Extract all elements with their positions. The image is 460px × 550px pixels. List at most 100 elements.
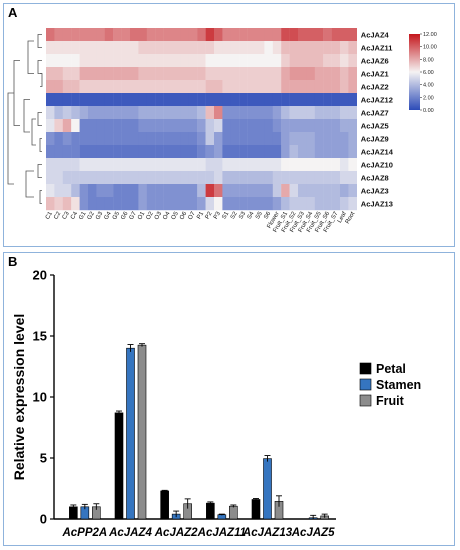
heatmap-cell — [306, 67, 315, 81]
heatmap-cell — [62, 184, 72, 198]
heatmap-cell — [79, 132, 89, 146]
heatmap-cell — [281, 197, 290, 211]
heatmap-cell — [197, 67, 206, 81]
heatmap-cell — [104, 171, 114, 185]
heatmap-cell — [205, 119, 215, 133]
bar-petal — [206, 502, 215, 520]
heatmap-cell — [121, 132, 131, 146]
heatmap-cell — [172, 54, 181, 68]
heatmap-cell — [314, 145, 324, 159]
heatmap-cell — [331, 171, 341, 185]
heatmap-cell — [138, 54, 147, 68]
legend-swatch-petal — [359, 362, 372, 375]
dendrogram-branch — [39, 190, 42, 204]
heatmap-cell — [138, 171, 147, 185]
heatmap-cell — [155, 106, 164, 120]
heatmap-cell — [197, 158, 206, 172]
heatmap-cell — [230, 184, 240, 198]
heatmap-cell — [264, 158, 273, 172]
heatmap-cell — [331, 119, 341, 133]
heatmap-cell — [222, 106, 231, 120]
heatmap-cell — [172, 171, 181, 185]
heatmap-cell — [298, 93, 307, 107]
heatmap-cell — [239, 93, 248, 107]
heatmap-cell — [46, 145, 55, 159]
heatmap-cell — [289, 184, 299, 198]
heatmap-cell — [348, 67, 357, 81]
heatmap-cell — [289, 67, 299, 81]
heatmap-cell — [197, 145, 206, 159]
heatmap-cell — [340, 132, 349, 146]
heatmap-cell — [289, 93, 299, 107]
heatmap-cell — [71, 145, 80, 159]
heatmap-cell — [264, 28, 273, 42]
heatmap-cell — [188, 158, 198, 172]
heatmap-cell — [222, 54, 231, 68]
heatmap-cell — [113, 80, 122, 94]
heatmap-cell — [130, 67, 139, 81]
heatmap-cell — [172, 93, 181, 107]
panel-a-heatmap: A AcJAZ4 AcJAZ11 AcJAZ6 AcJAZ1 AcJAZ2 AcJAZ12… — [3, 3, 455, 247]
heatmap-cell — [306, 184, 315, 198]
heatmap-cell — [264, 145, 273, 159]
heatmap-cell — [340, 80, 349, 94]
heatmap-cell — [323, 145, 332, 159]
heatmap-cell — [289, 28, 299, 42]
dendrogram-branch — [37, 60, 42, 74]
heatmap-cell — [289, 41, 299, 55]
heatmap-cell — [138, 197, 147, 211]
heatmap-cell — [62, 41, 72, 55]
heatmap-cell — [272, 41, 282, 55]
heatmap-cell — [79, 145, 89, 159]
heatmap-cell — [340, 158, 349, 172]
heatmap-cell — [180, 197, 189, 211]
heatmap-cell — [138, 184, 147, 198]
heatmap-cell — [104, 93, 114, 107]
heatmap-cell — [54, 119, 63, 133]
heatmap-cell — [188, 106, 198, 120]
heatmap-cell — [146, 80, 156, 94]
heatmap-cell — [264, 54, 273, 68]
heatmap-cell — [239, 171, 248, 185]
heatmap-cell — [348, 106, 357, 120]
heatmap-cell — [314, 28, 324, 42]
heatmap-cell — [323, 106, 332, 120]
heatmap-cell — [264, 80, 273, 94]
heatmap-cell — [289, 54, 299, 68]
heatmap-cell — [281, 80, 290, 94]
heatmap-cell — [62, 67, 72, 81]
heatmap-cell — [256, 145, 265, 159]
heatmap-cell — [348, 197, 357, 211]
heatmap-cell — [138, 158, 147, 172]
heatmap-cell — [340, 106, 349, 120]
heatmap-cell — [222, 93, 231, 107]
heatmap-cell — [155, 184, 164, 198]
heatmap-cell — [46, 132, 55, 146]
heatmap-cell — [298, 80, 307, 94]
heatmap-cell — [121, 54, 131, 68]
heatmap-cell — [331, 106, 341, 120]
heatmap-cell — [138, 119, 147, 133]
heatmap-cell — [104, 41, 114, 55]
heatmap-cell — [180, 132, 189, 146]
heatmap-cell — [121, 184, 131, 198]
heatmap-cell — [130, 158, 139, 172]
heatmap-column-label: O5 — [171, 210, 181, 221]
heatmap-column-label: S6 — [263, 210, 272, 220]
heatmap-cell — [230, 54, 240, 68]
heatmap-row-label: AcJAZ12 — [361, 96, 393, 105]
heatmap-cell — [146, 28, 156, 42]
heatmap-cell — [46, 54, 55, 68]
dendrogram-branch — [31, 118, 36, 146]
heatmap-cell — [163, 184, 173, 198]
heatmap-cell — [88, 171, 97, 185]
heatmap-cell — [331, 132, 341, 146]
heatmap-cell — [130, 184, 139, 198]
heatmap-cell — [163, 119, 173, 133]
heatmap-cell — [180, 41, 189, 55]
heatmap-cell — [306, 93, 315, 107]
heatmap-column-label: O1 — [137, 210, 147, 221]
heatmap-cell — [197, 132, 206, 146]
color-scale-tick-label: 12.00 — [423, 32, 437, 38]
